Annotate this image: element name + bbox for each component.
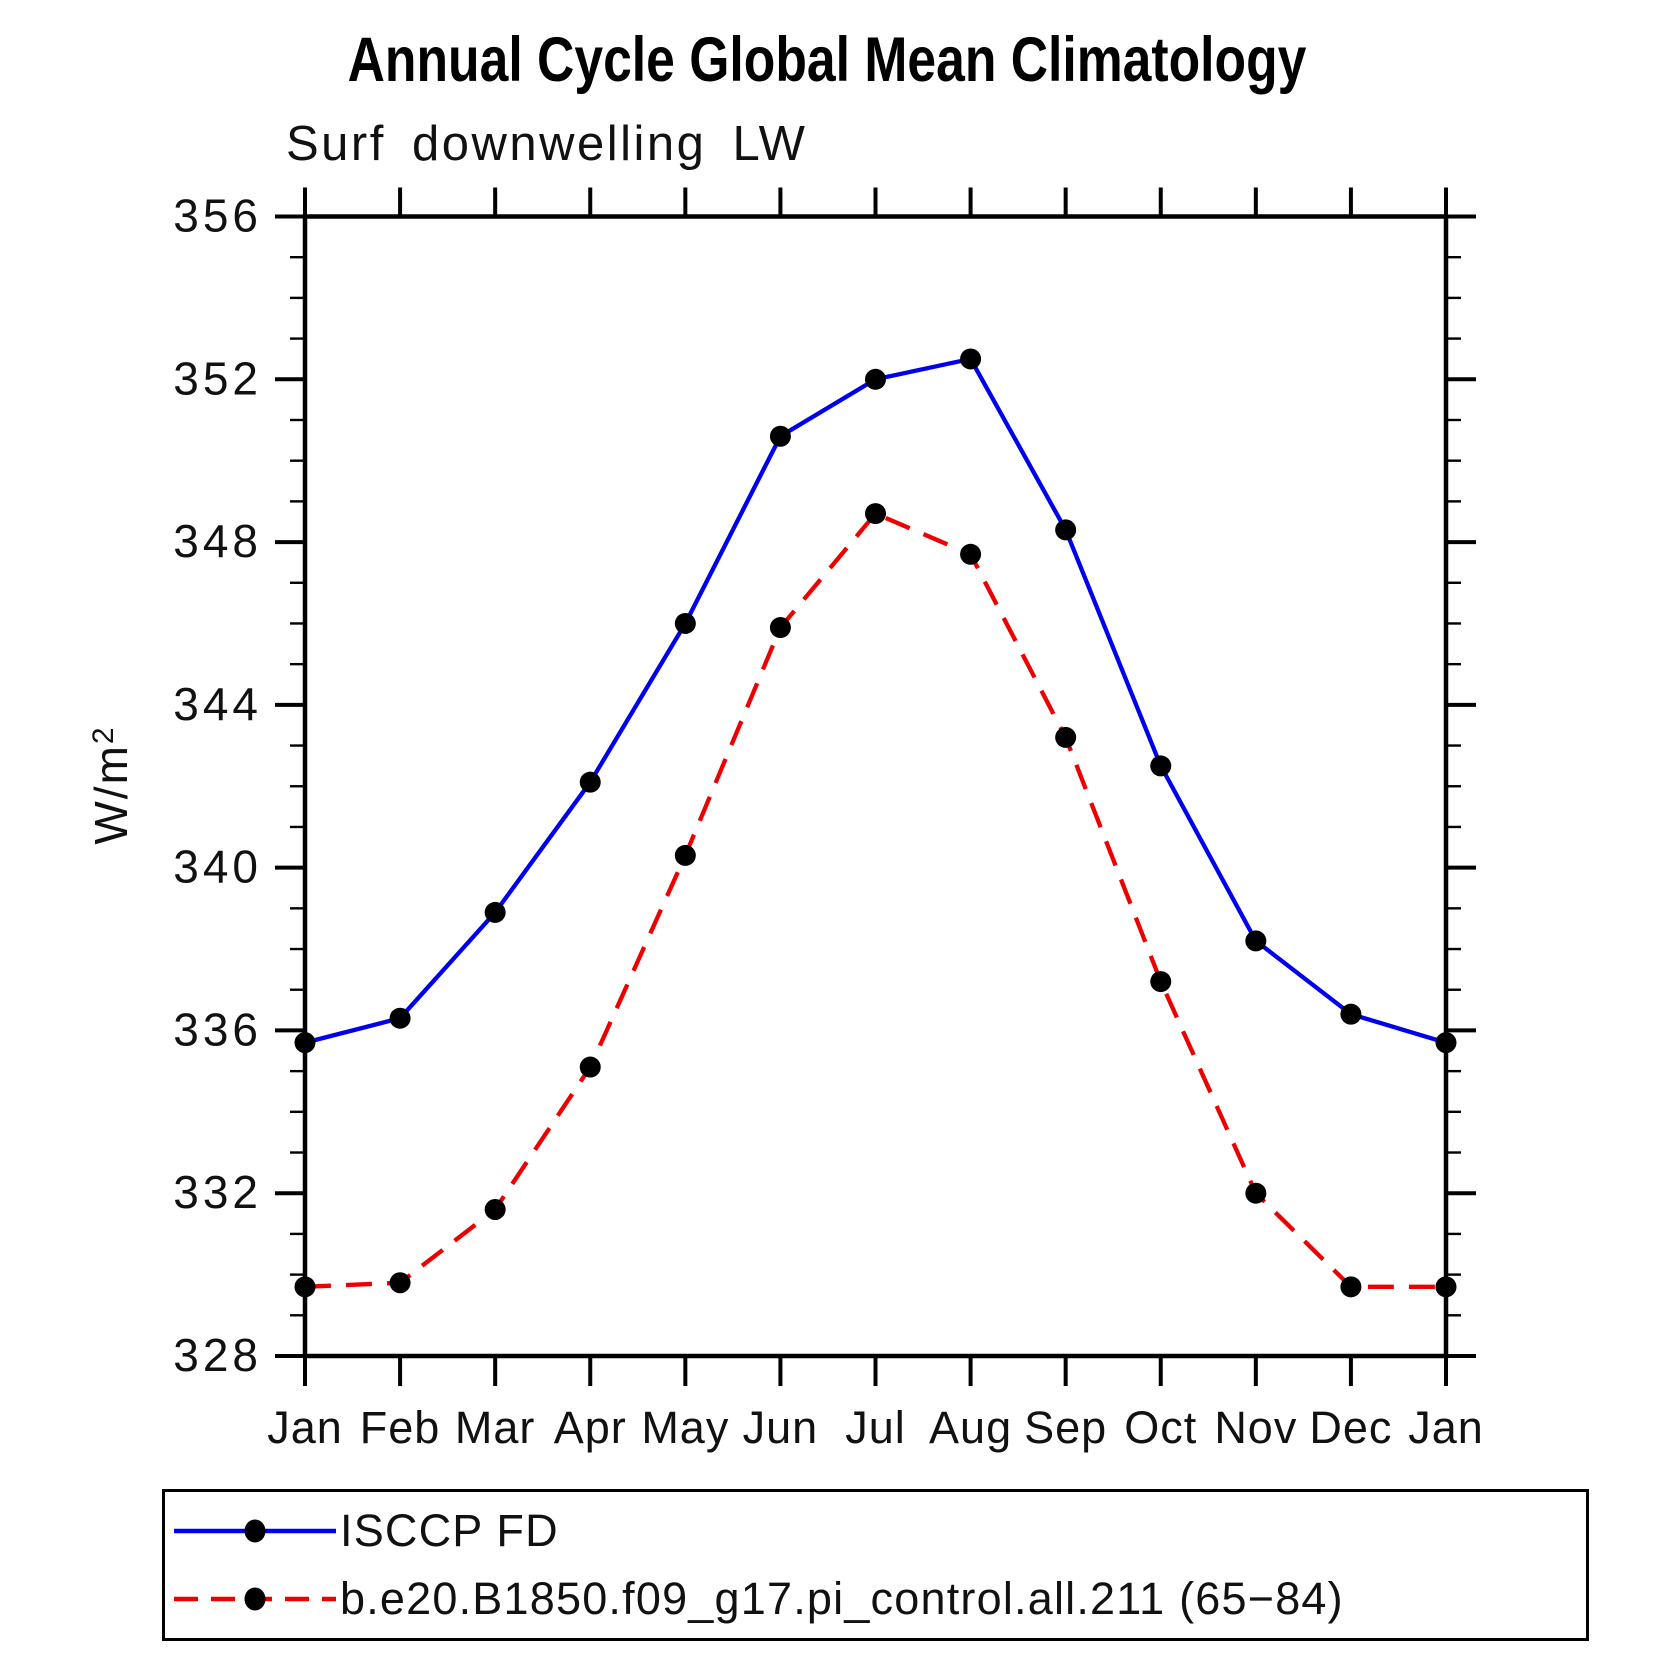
data-point-marker-s0 xyxy=(1340,1003,1362,1025)
data-point-marker-s1 xyxy=(674,844,696,866)
y-tick-label: 340 xyxy=(173,841,262,893)
x-tick-label: Mar xyxy=(455,1402,536,1453)
x-tick-label: Dec xyxy=(1309,1402,1392,1453)
x-tick-label: Apr xyxy=(554,1402,627,1453)
data-point-marker-s1 xyxy=(960,543,982,565)
x-tick-label: Jan xyxy=(1408,1402,1484,1453)
data-point-marker-s1 xyxy=(579,1056,601,1078)
x-tick-label: May xyxy=(641,1402,729,1453)
plot-area: 328 332 336 340 344 348 352 356 Jan Feb Mar Apr May J… xyxy=(173,187,1484,1453)
legend-box: ISCCP FD b.e20.B1850.f09_g17.pi_control.… xyxy=(162,1489,1589,1641)
data-point-marker-s0 xyxy=(960,348,982,370)
x-tick-label: Jul xyxy=(845,1402,906,1453)
legend-marker-icon xyxy=(244,1587,266,1611)
data-point-marker-s0 xyxy=(389,1007,411,1029)
data-point-marker-s1 xyxy=(484,1198,506,1220)
legend-item-isccp-fd: ISCCP FD xyxy=(172,1505,559,1556)
data-point-marker-s1 xyxy=(1150,971,1172,993)
y-tick-label: 328 xyxy=(173,1329,262,1381)
chart-title: Annual Cycle Global Mean Climatology xyxy=(347,25,1307,95)
data-point-marker-s0 xyxy=(865,368,886,390)
x-tick-label: Feb xyxy=(360,1402,441,1453)
y-tick-label: 332 xyxy=(173,1166,262,1218)
data-point-marker-s0 xyxy=(1150,755,1172,777)
y-tick-label: 352 xyxy=(173,352,262,404)
data-point-marker-s1 xyxy=(769,617,791,639)
data-point-marker-s1 xyxy=(1435,1276,1457,1298)
series-line-1 xyxy=(304,511,1446,1289)
x-tick-label: Aug xyxy=(929,1402,1012,1453)
plot-frame xyxy=(302,214,1449,1359)
y-tick-label: 348 xyxy=(173,515,262,567)
x-tick-label: Jan xyxy=(267,1402,343,1453)
series-line-0 xyxy=(304,356,1447,1045)
data-point-marker-s0 xyxy=(769,425,791,447)
data-point-marker-s0 xyxy=(674,612,696,634)
chart-subtitle: Surf downwelling LW xyxy=(286,117,808,171)
data-point-marker-s1 xyxy=(865,503,886,525)
data-point-marker-s1 xyxy=(294,1276,316,1298)
data-point-marker-s1 xyxy=(389,1272,411,1294)
x-tick-label: Oct xyxy=(1124,1402,1197,1453)
data-point-marker-s0 xyxy=(1245,930,1267,952)
data-point-marker-s1 xyxy=(1245,1182,1267,1204)
legend-line-sample-dashed xyxy=(174,1587,336,1611)
data-point-marker-s1 xyxy=(1340,1276,1362,1298)
y-tick-label: 336 xyxy=(173,1003,262,1055)
y-tick-label: 344 xyxy=(173,678,262,730)
x-tick-label: Jun xyxy=(743,1402,819,1453)
x-tick-label: Sep xyxy=(1024,1402,1107,1453)
legend-line-sample-solid xyxy=(174,1519,336,1543)
data-point-marker-s1 xyxy=(1055,726,1077,748)
data-point-marker-s0 xyxy=(294,1032,316,1054)
data-point-marker-s0 xyxy=(1435,1032,1457,1054)
x-tick-label: Nov xyxy=(1214,1402,1297,1453)
legend-item-model: b.e20.B1850.f09_g17.pi_control.all.211 (… xyxy=(172,1573,1344,1624)
data-point-marker-s0 xyxy=(1055,519,1077,541)
legend-label: b.e20.B1850.f09_g17.pi_control.all.211 (… xyxy=(340,1573,1344,1624)
legend-label: ISCCP FD xyxy=(340,1505,559,1556)
data-point-marker-s0 xyxy=(484,901,506,923)
y-tick-label: 356 xyxy=(173,190,262,242)
data-point-marker-s0 xyxy=(579,771,601,793)
legend-marker-icon xyxy=(244,1519,266,1543)
